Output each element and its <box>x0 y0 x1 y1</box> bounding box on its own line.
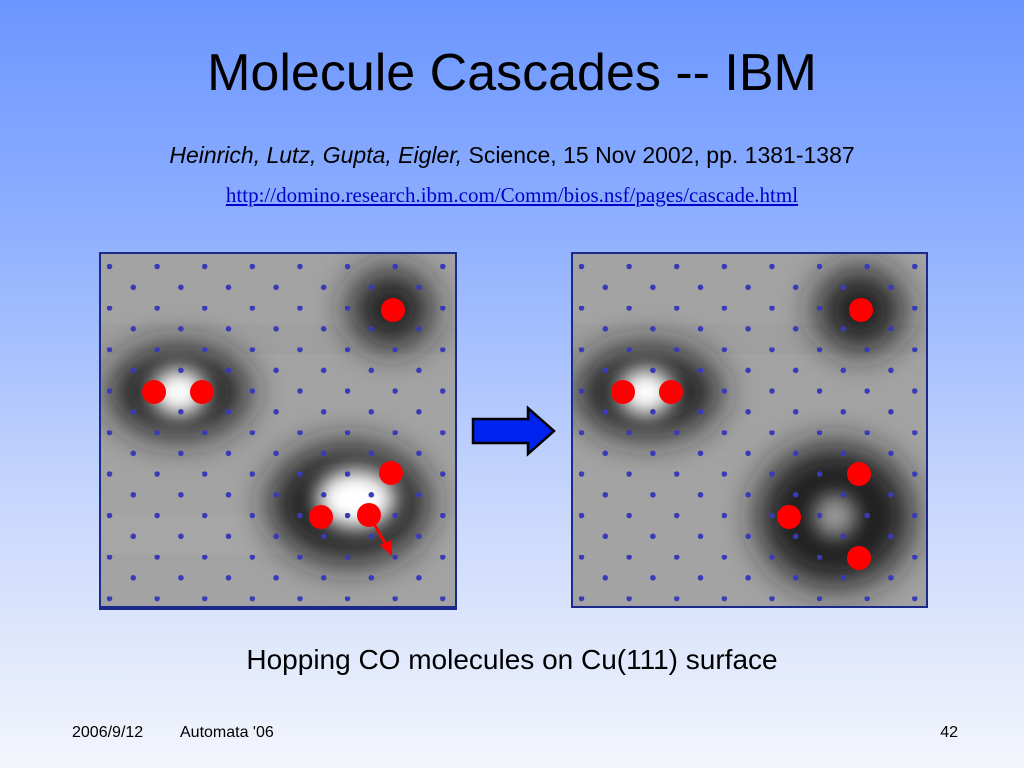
footer-date: 2006/9/12 <box>72 724 144 741</box>
co-molecule <box>847 546 871 570</box>
stm-image-before <box>99 252 457 610</box>
reference-link[interactable]: http://domino.research.ibm.com/Comm/bios… <box>225 183 799 207</box>
co-molecule <box>777 505 801 529</box>
right-arrow-icon <box>471 405 556 457</box>
co-molecule <box>381 298 405 322</box>
co-molecule <box>309 505 333 529</box>
co-molecule <box>357 503 381 527</box>
co-molecule <box>659 380 683 404</box>
slide-number: 42 <box>940 724 958 741</box>
footer-conference: Automata '06 <box>180 724 274 741</box>
co-molecule <box>190 380 214 404</box>
co-molecule <box>849 298 873 322</box>
image-caption: Hopping CO molecules on Cu(111) surface <box>246 644 778 675</box>
co-molecule <box>379 461 403 485</box>
stm-after-svg <box>573 254 926 606</box>
slide-title: Molecule Cascades -- IBM <box>207 44 817 102</box>
reference-link-container: http://domino.research.ibm.com/Comm/bios… <box>0 183 1024 208</box>
co-molecule <box>847 462 871 486</box>
stm-before-svg <box>101 254 455 606</box>
stm-image-after <box>571 252 928 608</box>
citation: Heinrich, Lutz, Gupta, Eigler, Science, … <box>0 142 1024 169</box>
citation-authors: Heinrich, Lutz, Gupta, Eigler, <box>169 142 463 168</box>
hop-arrow-icon <box>371 521 392 556</box>
citation-details: Science, 15 Nov 2002, pp. 1381-1387 <box>462 142 855 168</box>
co-molecule <box>142 380 166 404</box>
co-molecule <box>611 380 635 404</box>
